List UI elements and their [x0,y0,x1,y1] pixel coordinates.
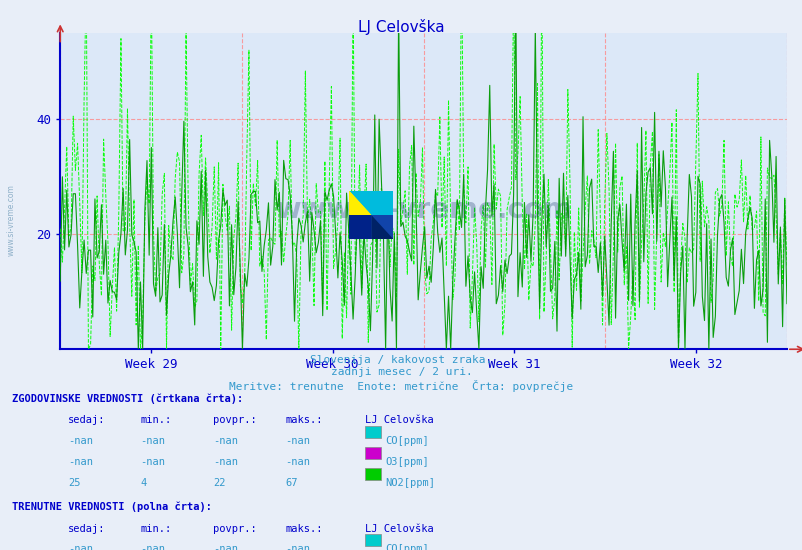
Text: -nan: -nan [213,436,237,446]
Text: -nan: -nan [285,457,310,467]
Text: CO[ppm]: CO[ppm] [385,544,428,550]
Text: CO[ppm]: CO[ppm] [385,436,428,446]
Text: -nan: -nan [68,544,93,550]
Text: Meritve: trenutne  Enote: metrične  Črta: povprečje: Meritve: trenutne Enote: metrične Črta: … [229,379,573,392]
Text: 25: 25 [68,478,81,488]
Text: -nan: -nan [213,457,237,467]
Text: LJ Celovška: LJ Celovška [365,415,434,425]
Text: TRENUTNE VREDNOSTI (polna črta):: TRENUTNE VREDNOSTI (polna črta): [12,502,212,512]
Polygon shape [349,191,371,215]
Text: -nan: -nan [140,457,165,467]
Text: min.:: min.: [140,524,172,534]
Text: ZGODOVINSKE VREDNOSTI (črtkana črta):: ZGODOVINSKE VREDNOSTI (črtkana črta): [12,393,243,404]
Text: -nan: -nan [213,544,237,550]
Polygon shape [349,191,371,215]
Text: -nan: -nan [68,457,93,467]
Text: O3[ppm]: O3[ppm] [385,457,428,467]
Polygon shape [349,215,371,239]
Text: -nan: -nan [140,436,165,446]
Text: -nan: -nan [285,544,310,550]
Text: NO2[ppm]: NO2[ppm] [385,478,435,488]
Text: zadnji mesec / 2 uri.: zadnji mesec / 2 uri. [330,367,472,377]
Text: -nan: -nan [285,436,310,446]
Text: www.si-vreme.com: www.si-vreme.com [6,184,15,256]
Polygon shape [371,215,393,239]
Text: 22: 22 [213,478,225,488]
Text: maks.:: maks.: [285,415,322,425]
Text: maks.:: maks.: [285,524,322,534]
Text: Slovenija / kakovost zraka.: Slovenija / kakovost zraka. [310,355,492,365]
Text: 4: 4 [140,478,147,488]
Text: www.si-vreme.com: www.si-vreme.com [275,196,571,224]
Polygon shape [349,215,371,239]
Text: min.:: min.: [140,415,172,425]
Text: sedaj:: sedaj: [68,415,106,425]
Text: sedaj:: sedaj: [68,524,106,534]
Text: povpr.:: povpr.: [213,524,256,534]
Polygon shape [371,191,393,215]
Text: -nan: -nan [140,544,165,550]
Polygon shape [371,215,393,239]
Text: -nan: -nan [68,436,93,446]
Polygon shape [349,191,371,215]
Text: 67: 67 [285,478,298,488]
Text: LJ Celovška: LJ Celovška [358,19,444,35]
Text: LJ Celovška: LJ Celovška [365,524,434,534]
Text: povpr.:: povpr.: [213,415,256,425]
